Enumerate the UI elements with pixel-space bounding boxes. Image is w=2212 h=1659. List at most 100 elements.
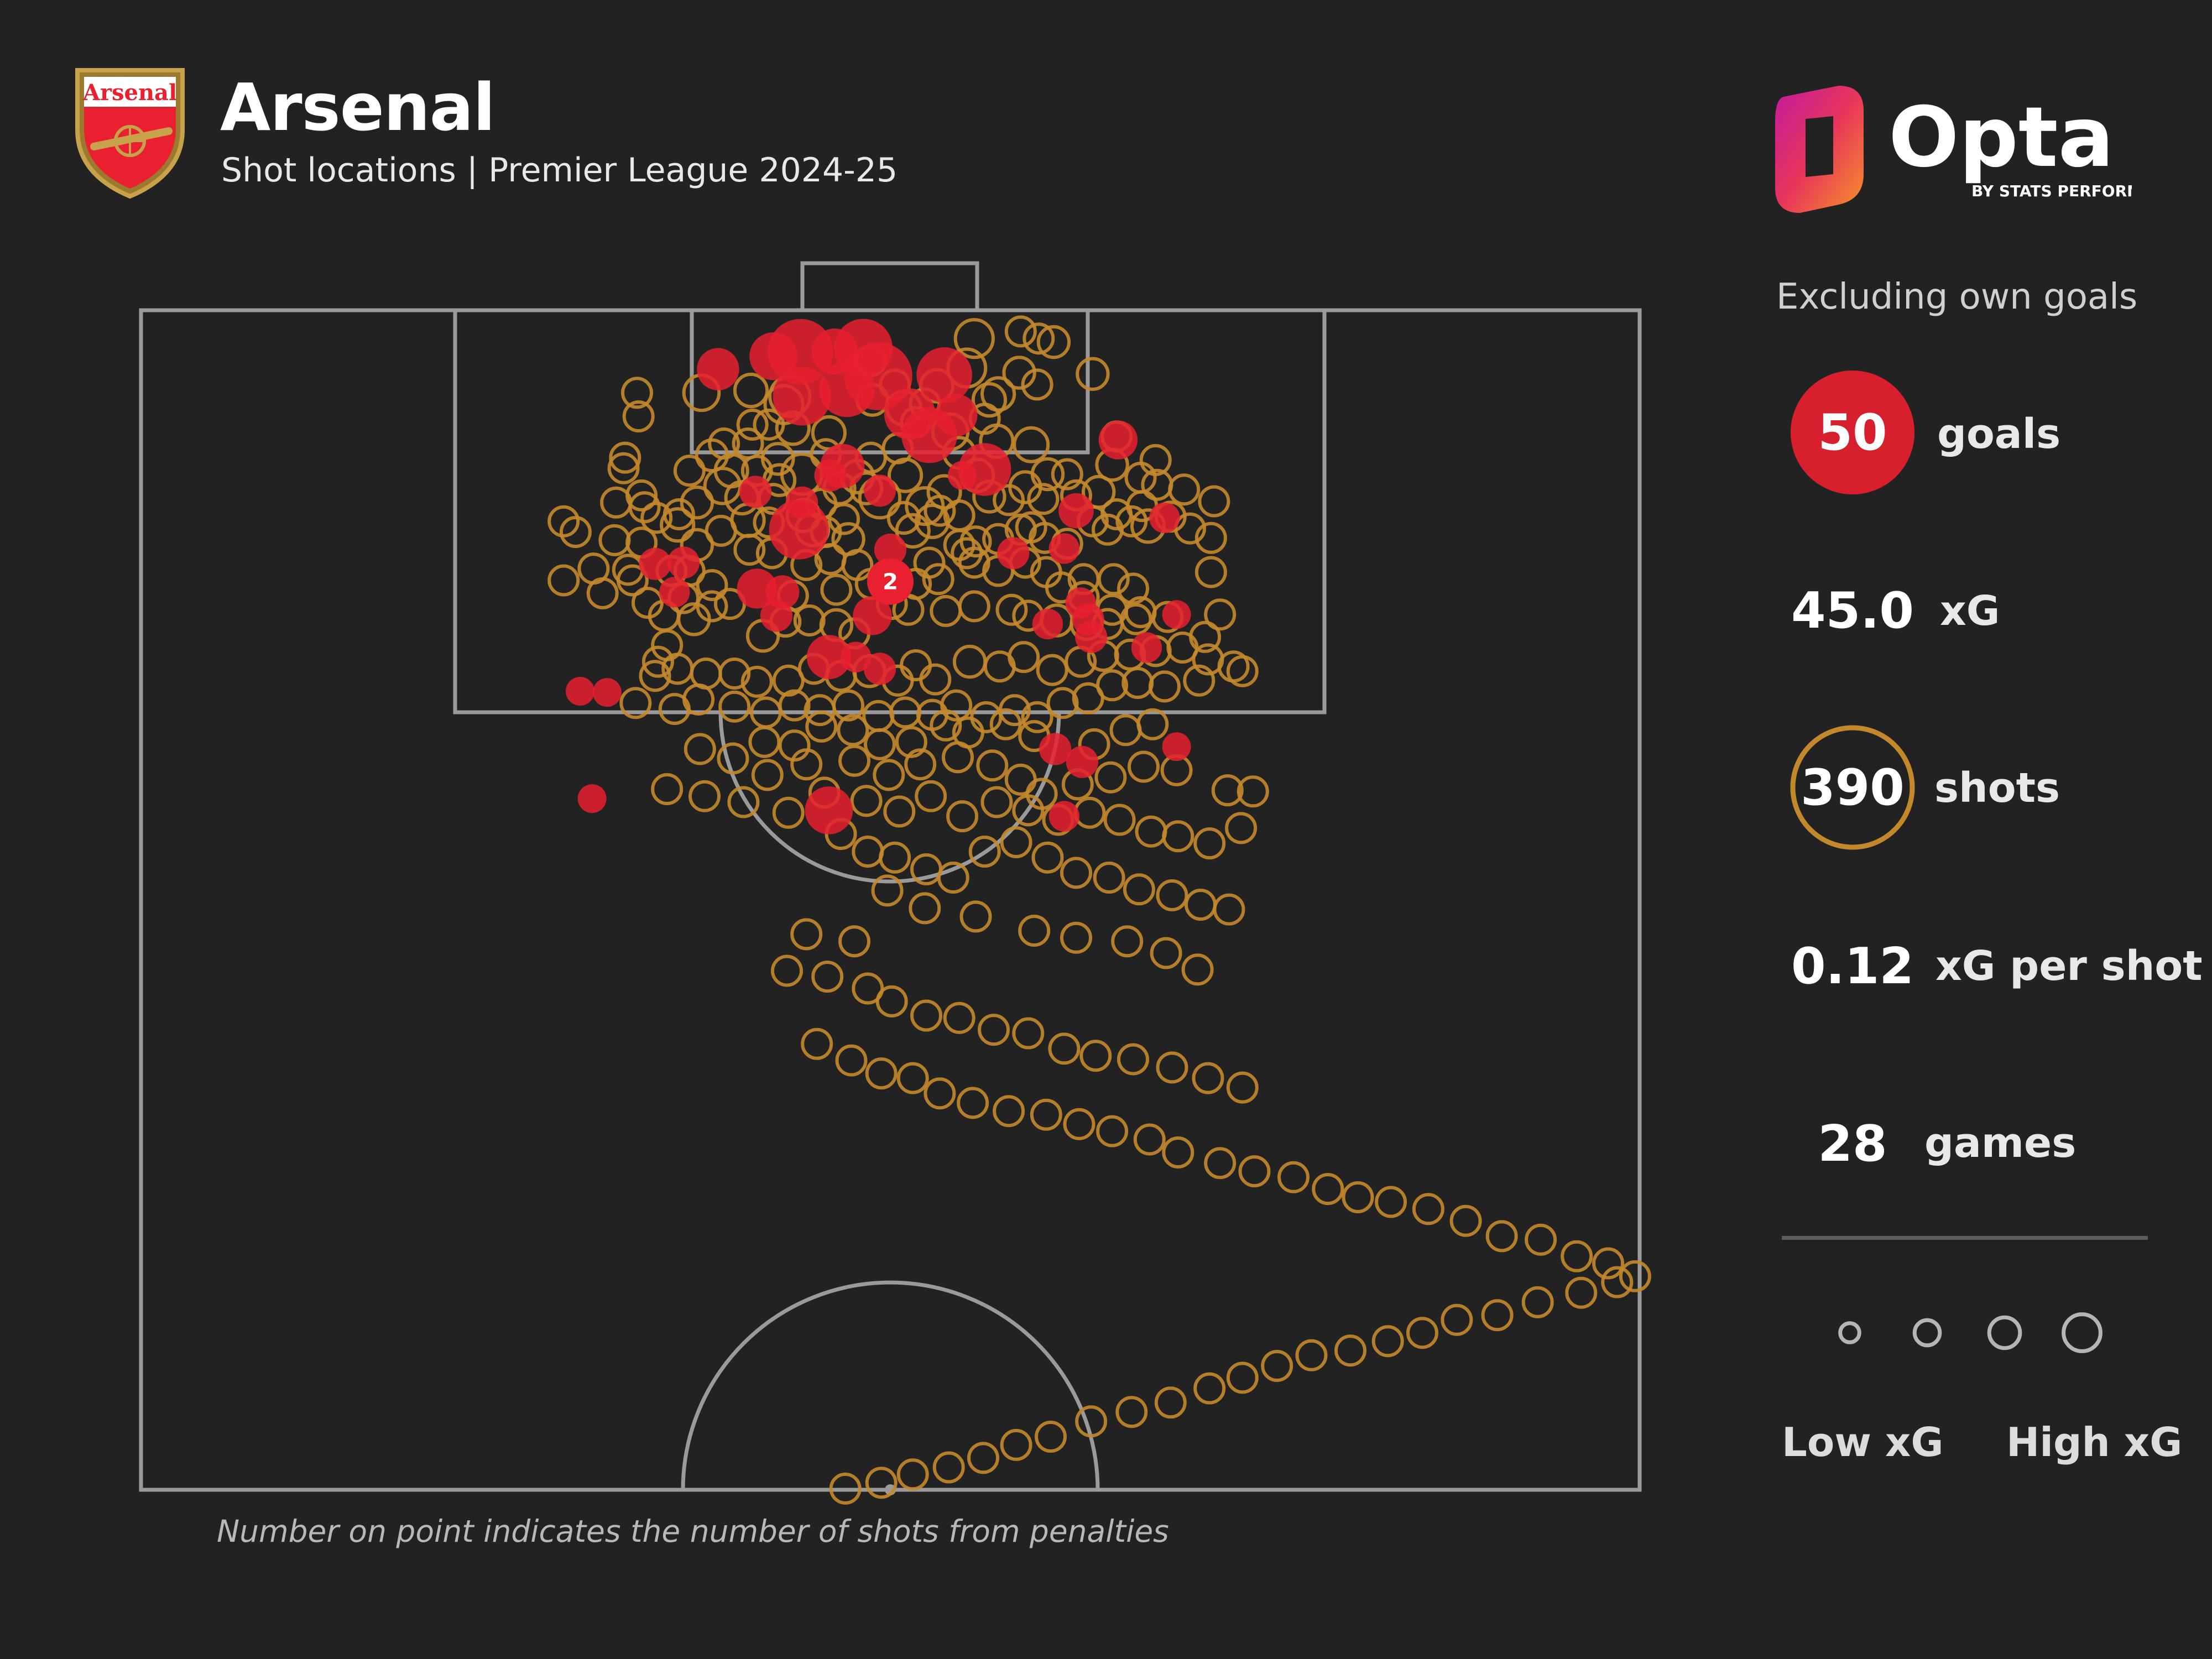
shot-point <box>772 664 805 697</box>
shot-point <box>705 514 737 547</box>
shot-point <box>1136 708 1169 740</box>
goal-point <box>1058 493 1094 529</box>
shot-point <box>1192 1062 1224 1094</box>
shot-point <box>1027 483 1060 515</box>
shot-point <box>733 534 766 566</box>
shot-point <box>616 564 649 597</box>
goal-point <box>1131 632 1162 663</box>
shot-point <box>1063 1108 1095 1140</box>
shot-point <box>1094 761 1127 794</box>
shot-point <box>619 687 652 719</box>
shot-point <box>1162 1136 1194 1168</box>
legend-size-circle <box>1912 1318 1942 1348</box>
shot-point <box>951 537 983 570</box>
shot-point <box>942 741 974 774</box>
shot-point <box>1082 474 1116 509</box>
shot-point <box>915 780 947 812</box>
goal-point <box>1098 420 1138 460</box>
shot-point <box>1226 1071 1259 1104</box>
shot-point <box>740 665 773 698</box>
shot-point <box>850 785 883 817</box>
shot-point <box>609 441 641 474</box>
goal-point <box>659 577 690 608</box>
goal-point <box>769 499 829 560</box>
shot-point <box>1051 458 1083 491</box>
goal-point <box>1075 620 1108 653</box>
shot-point <box>1371 1325 1404 1358</box>
xg-label: xG <box>1940 587 2000 635</box>
shot-point <box>1060 857 1092 889</box>
shot-point <box>1022 322 1055 355</box>
shot-point <box>852 972 884 1005</box>
shot-point <box>1117 572 1149 605</box>
legend-size-circle <box>1987 1315 2022 1350</box>
opta-mark-icon <box>1775 86 1864 213</box>
shot-point <box>1048 1032 1081 1065</box>
shot-point <box>995 593 1028 626</box>
shot-point <box>628 491 661 524</box>
goal-point <box>639 547 671 580</box>
crest-text: Arsenal <box>82 80 177 106</box>
shot-point <box>909 892 941 925</box>
penalty-count-label: 2 <box>883 570 898 595</box>
panel-title: Excluding own goals <box>1776 276 2138 317</box>
games-label: games <box>1924 1119 2077 1167</box>
legend-low-label: Low xG <box>1782 1419 1944 1465</box>
shot-point <box>1133 1123 1166 1156</box>
shot-point <box>1183 664 1215 697</box>
shot-point <box>1117 1043 1149 1076</box>
shot-point <box>910 999 942 1032</box>
shot-point <box>838 925 870 958</box>
shot-point <box>793 604 826 637</box>
shot-point <box>1000 1428 1032 1461</box>
shot-point <box>896 1062 929 1094</box>
shot-point <box>703 467 742 505</box>
shot-point <box>1124 596 1157 628</box>
goal-point <box>1066 745 1098 778</box>
goal-point <box>805 786 853 834</box>
goal-point <box>1032 608 1063 640</box>
shot-point <box>919 663 952 696</box>
shot-point <box>980 376 1016 412</box>
shot-point <box>598 524 631 556</box>
shot-point <box>1002 356 1036 390</box>
shot-point <box>577 552 610 585</box>
shot-point <box>547 564 580 597</box>
shot-point <box>1150 937 1182 969</box>
legend-size-circle <box>2062 1312 2103 1353</box>
shot-point <box>835 1044 868 1077</box>
shot-point <box>772 796 805 829</box>
shot-point <box>1021 368 1053 401</box>
shot-point <box>718 658 751 690</box>
shots-badge <box>1790 725 1915 850</box>
goal-point <box>566 677 594 706</box>
shot-point <box>790 918 823 951</box>
shot-point <box>930 594 962 627</box>
shot-point <box>832 689 865 722</box>
shot-point <box>1193 827 1226 860</box>
shot-point <box>940 689 973 722</box>
shot-point <box>895 726 927 758</box>
shot-point <box>976 749 1009 782</box>
shot-point <box>1162 820 1194 853</box>
shot-point <box>967 1442 999 1474</box>
goals-layer <box>566 319 1191 834</box>
goal-point <box>1162 732 1191 761</box>
shot-point <box>1592 1247 1625 1280</box>
shot-point <box>778 689 811 722</box>
shot-point <box>1601 1266 1634 1298</box>
shot-point <box>1128 750 1160 783</box>
goal-point <box>592 678 622 707</box>
shot-point <box>1012 794 1045 827</box>
shot-point <box>708 427 740 460</box>
shot-point <box>1103 804 1136 836</box>
arsenal-crest-icon: Arsenal <box>75 68 185 199</box>
shot-point <box>871 874 904 907</box>
shot-point <box>1213 893 1245 926</box>
shot-point <box>1031 841 1064 874</box>
goal-point <box>1149 502 1180 534</box>
shot-point <box>852 836 884 868</box>
shot-point <box>864 728 896 760</box>
shot-point <box>943 1001 975 1034</box>
goals-value: 50 <box>1818 404 1887 462</box>
